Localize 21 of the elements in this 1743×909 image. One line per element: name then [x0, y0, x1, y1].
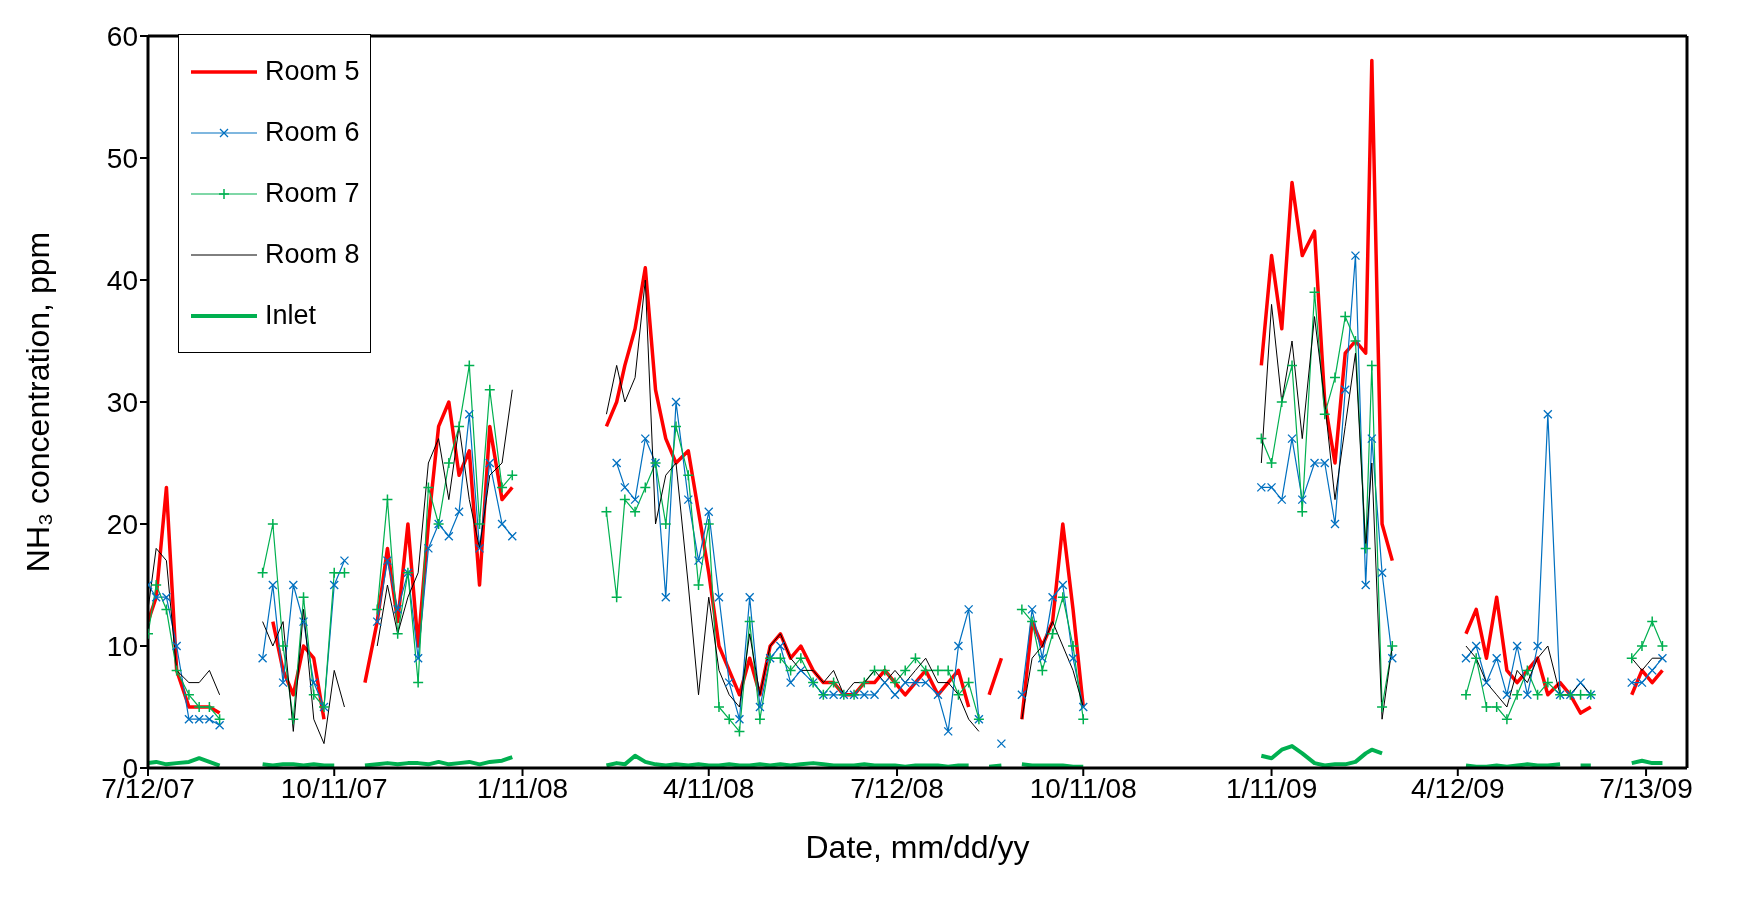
legend-label: Inlet — [265, 300, 317, 331]
x-axis-title: Date, mm/dd/yy — [805, 829, 1030, 865]
x-tick-label: 7/12/08 — [850, 772, 944, 804]
x-tick-label: 10/11/07 — [280, 772, 388, 804]
y-tick-label: 50 — [106, 142, 138, 174]
legend-label: Room 5 — [265, 56, 360, 87]
y-tick-label: 20 — [106, 508, 138, 540]
legend-label: Room 7 — [265, 178, 360, 209]
x-tick-label: 7/13/09 — [1599, 772, 1693, 804]
y-tick-label: 40 — [106, 264, 138, 296]
x-tick-label: 4/12/09 — [1411, 772, 1505, 804]
x-tick-label: 1/11/09 — [1225, 772, 1318, 804]
x-tick-label: 1/11/08 — [476, 772, 569, 804]
legend-label: Room 6 — [265, 117, 360, 148]
y-axis-title: NH₃ concentration, ppm — [20, 231, 57, 573]
y-tick-label: 10 — [106, 630, 138, 662]
y-tick-label: 60 — [106, 20, 138, 52]
y-tick-label: 30 — [106, 386, 138, 418]
legend-label: Room 8 — [265, 239, 360, 270]
x-tick-label: 4/11/08 — [663, 772, 755, 804]
x-tick-label: 10/11/08 — [1029, 772, 1137, 804]
